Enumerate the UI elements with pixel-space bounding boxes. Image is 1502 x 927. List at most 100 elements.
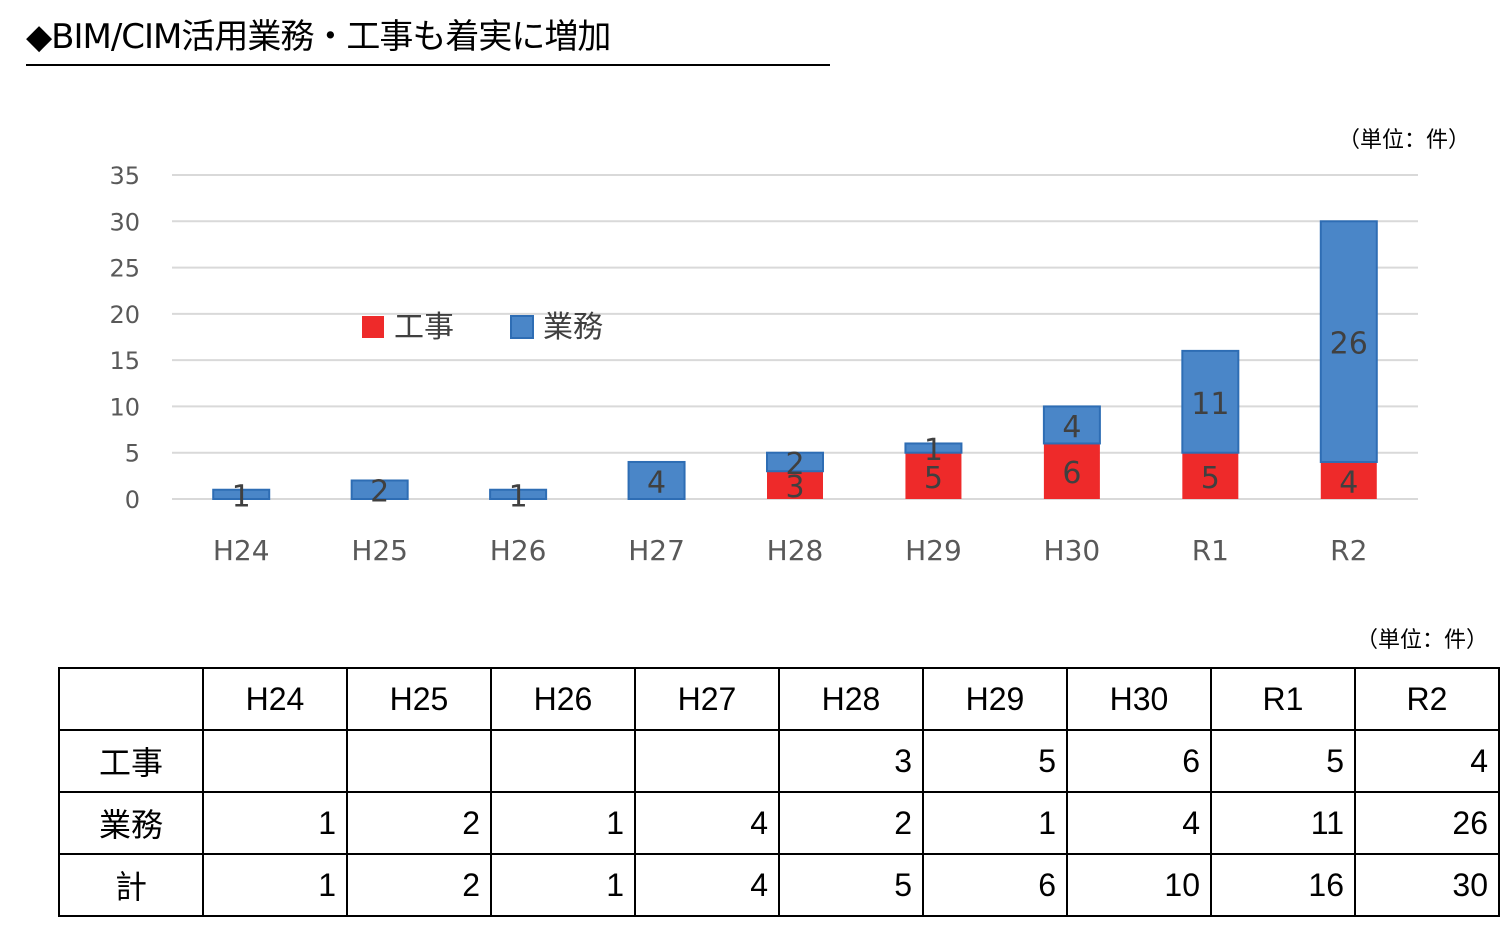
bar-design	[766, 451, 824, 473]
data-label-design: 1	[232, 479, 251, 514]
table-cell: 2	[778, 791, 924, 855]
data-label-design: 26	[1330, 327, 1368, 362]
chart-legend: 工事 業務	[362, 310, 603, 345]
x-tick-label: R2	[1330, 534, 1367, 567]
y-tick-label: 30	[109, 208, 140, 236]
legend-label-construction: 工事	[394, 310, 454, 345]
x-tick-label: H24	[213, 534, 270, 567]
page-title: ◆BIM/CIM活用業務・工事も着実に増加	[26, 14, 830, 66]
table-cell: 4	[634, 853, 780, 917]
table-row-total: 計 1 2 1 4 5 6 10 16 30	[58, 853, 1500, 917]
table-header-cell: H24	[202, 667, 348, 731]
table-cell	[346, 729, 492, 793]
table-cell: 1	[490, 791, 636, 855]
x-axis-ticks: H24 H25 H26 H27 H28 H29 H30 R1 R2	[213, 534, 1368, 567]
table-cell: 1	[922, 791, 1068, 855]
y-tick-label: 25	[109, 255, 140, 283]
legend-swatch-construction	[362, 316, 384, 338]
table-cell: 5	[1210, 729, 1356, 793]
bar-construction	[1043, 443, 1100, 499]
data-label-design: 11	[1191, 387, 1229, 422]
bar-design	[627, 460, 686, 501]
table-cell: 6	[922, 853, 1068, 917]
table-cell: 11	[1210, 791, 1356, 855]
bar-design	[489, 488, 548, 501]
x-tick-label: H29	[905, 534, 962, 567]
x-tick-label: R1	[1192, 534, 1229, 567]
table-cell	[490, 729, 636, 793]
row-label: 業務	[58, 791, 204, 855]
table-row-construction: 工事 3 5 6 5 4	[58, 729, 1500, 793]
legend-label-design: 業務	[543, 310, 603, 345]
table-cell: 30	[1354, 853, 1500, 917]
table-cell: 2	[346, 791, 492, 855]
bar-construction	[767, 471, 823, 499]
table-header-cell: H30	[1066, 667, 1212, 731]
table-header-corner	[58, 667, 204, 731]
table-header-cell: R1	[1210, 667, 1356, 731]
chart-unit-label: （単位：件）	[1338, 128, 1471, 153]
table-unit-label: （単位：件）	[1356, 628, 1489, 653]
x-tick-label: H25	[351, 534, 408, 567]
bar-construction	[905, 452, 962, 499]
table-cell: 26	[1354, 791, 1500, 855]
table-cell: 3	[778, 729, 924, 793]
table-cell	[634, 729, 780, 793]
y-tick-label: 5	[125, 440, 140, 468]
row-label: 工事	[58, 729, 204, 793]
legend-swatch-design	[510, 315, 534, 339]
data-label-construction: 4	[1339, 465, 1358, 500]
x-tick-label: H27	[628, 534, 685, 567]
table-cell: 16	[1210, 853, 1356, 917]
table-cell: 5	[778, 853, 924, 917]
y-axis-ticks: 0 5 10 15 20 25 30 35	[109, 162, 140, 514]
table-cell: 5	[922, 729, 1068, 793]
data-label-design: 2	[785, 447, 804, 482]
y-tick-label: 20	[109, 301, 140, 329]
bar-construction	[1320, 461, 1377, 499]
x-tick-label: H30	[1044, 534, 1101, 567]
table-header-cell: R2	[1354, 667, 1500, 731]
y-tick-label: 10	[109, 393, 140, 421]
table-cell: 4	[1066, 791, 1212, 855]
table-header-cell: H28	[778, 667, 924, 731]
table-cell	[202, 729, 348, 793]
table-header-cell: H25	[346, 667, 492, 731]
data-label-construction: 6	[1062, 456, 1081, 491]
bar-design	[1181, 349, 1240, 454]
table-cell: 4	[634, 791, 780, 855]
table-row-design: 業務 1 2 1 4 2 1 4 11 26	[58, 791, 1500, 855]
table-cell: 6	[1066, 729, 1212, 793]
bar-design	[350, 479, 409, 501]
row-label: 計	[58, 853, 204, 917]
y-tick-label: 15	[109, 347, 140, 375]
bar-design	[904, 442, 963, 454]
y-tick-label: 0	[125, 486, 140, 514]
bar-design	[1319, 220, 1378, 463]
data-label-design: 4	[1062, 410, 1081, 445]
table-cell: 2	[346, 853, 492, 917]
data-label-design: 2	[370, 475, 389, 510]
x-tick-label: H28	[767, 534, 824, 567]
table-cell: 1	[490, 853, 636, 917]
table-cell: 10	[1066, 853, 1212, 917]
bar-design	[212, 488, 271, 501]
data-table: H24 H25 H26 H27 H28 H29 H30 R1 R2 工事 3 5…	[58, 667, 1500, 917]
data-label-construction: 3	[785, 470, 804, 505]
data-label-design: 4	[647, 465, 666, 500]
x-tick-label: H26	[490, 534, 547, 567]
data-label-design: 1	[509, 479, 528, 514]
data-label-design: 1	[924, 433, 943, 468]
bar-design	[1042, 405, 1101, 445]
table-header-cell: H26	[490, 667, 636, 731]
bar-construction	[1182, 452, 1239, 499]
data-label-construction: 5	[924, 461, 943, 496]
table-cell: 1	[202, 791, 348, 855]
table-header-cell: H27	[634, 667, 780, 731]
table-header-cell: H29	[922, 667, 1068, 731]
y-tick-label: 35	[109, 162, 140, 190]
table-cell: 1	[202, 853, 348, 917]
table-cell: 4	[1354, 729, 1500, 793]
